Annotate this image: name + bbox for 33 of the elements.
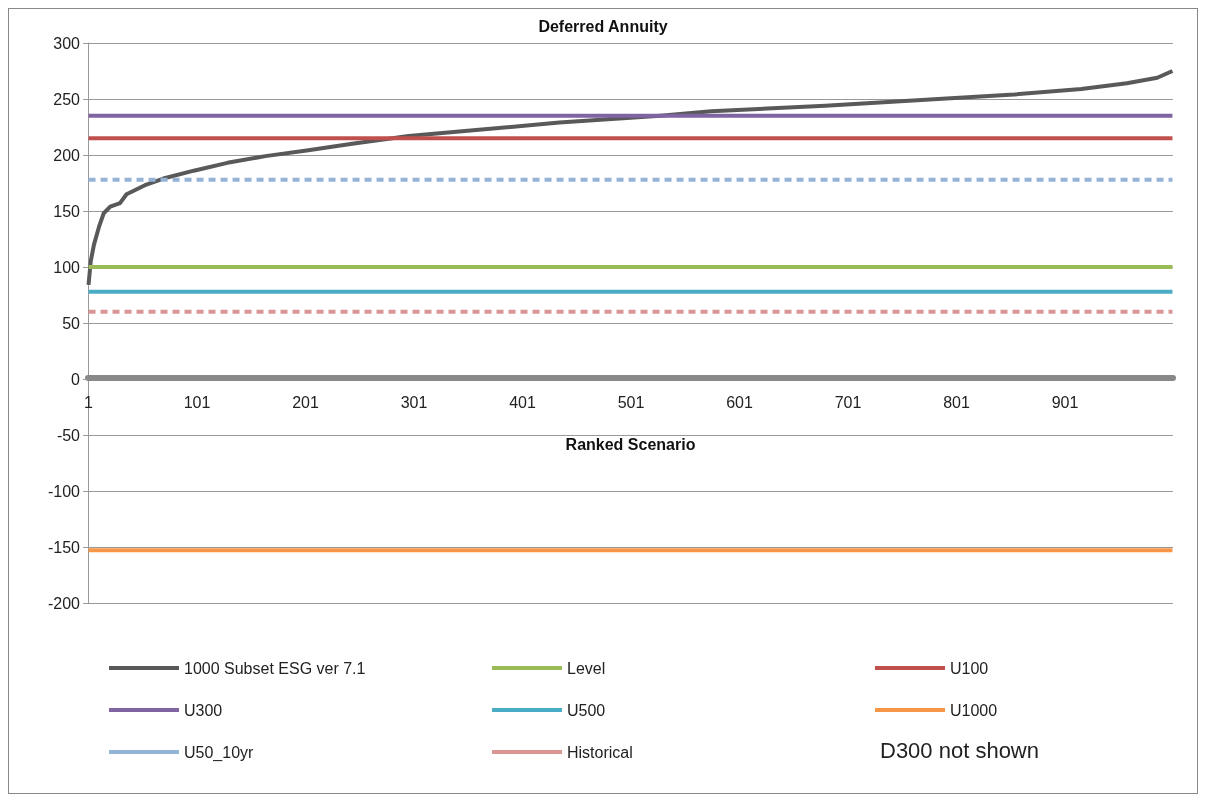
x-tick-label: 1: [84, 393, 94, 411]
x-tick-label: 501: [617, 393, 645, 411]
y-tick-label: 250: [53, 90, 81, 108]
legend-label: U300: [184, 701, 223, 719]
text: D300 not shown: [880, 737, 1039, 763]
y-tick-label: 100: [53, 258, 81, 276]
y-tick-label: -50: [56, 426, 81, 444]
legend-label: 1000 Subset ESG ver 7.1: [184, 659, 366, 677]
legend-label: U1000: [950, 701, 998, 719]
y-tick-label: 150: [53, 202, 81, 220]
legend-label: U50_10yr: [184, 743, 255, 762]
y-tick-label: 300: [53, 34, 81, 52]
x-tick-label: 701: [834, 393, 862, 411]
x-tick-label: 901: [1051, 393, 1079, 411]
y-tick-label: 0: [71, 370, 81, 388]
y-tick-label: -150: [47, 538, 81, 556]
y-tick-label: -200: [47, 594, 81, 612]
x-tick-label: 401: [509, 393, 536, 411]
x-axis-title: Ranked Scenario: [565, 435, 696, 453]
x-tick-label: 201: [292, 393, 319, 411]
x-tick-label: 601: [726, 393, 753, 411]
x-tick-label: 101: [183, 393, 211, 411]
y-tick-label: 50: [62, 314, 81, 332]
legend-label: Level: [567, 659, 606, 677]
legend-label: U500: [567, 701, 606, 719]
legend-label: Historical: [567, 743, 633, 761]
line-series: [86, 69, 1175, 287]
legend-label: U100: [950, 659, 989, 677]
y-tick-label: 200: [53, 146, 81, 164]
y-tick-label: -100: [47, 482, 81, 500]
x-tick-label: 801: [943, 393, 970, 411]
chart-title: Deferred Annuity: [538, 17, 668, 35]
x-tick-label: 301: [400, 393, 428, 411]
